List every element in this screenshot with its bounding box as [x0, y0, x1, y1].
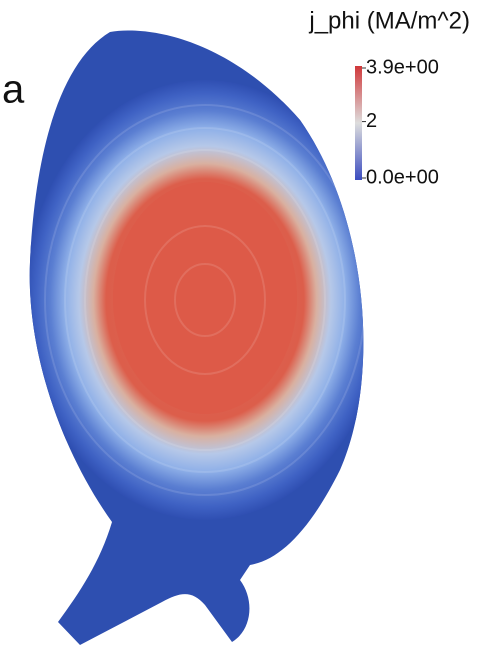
- figure: a j_phi (MA/m^2) 3.9e+00 2 0.0e+00: [0, 0, 486, 658]
- colorbar-tick-label: 2: [366, 110, 377, 132]
- colorbar-tick-label: 3.9e+00: [366, 56, 439, 78]
- colorbar-tick-label: 0.0e+00: [366, 166, 439, 188]
- panel-label: a: [2, 68, 25, 112]
- colorbar-title: j_phi (MA/m^2): [308, 7, 470, 34]
- plasma-cross-section: [0, 0, 400, 658]
- current-core: [113, 182, 297, 414]
- colorbar: [355, 66, 362, 180]
